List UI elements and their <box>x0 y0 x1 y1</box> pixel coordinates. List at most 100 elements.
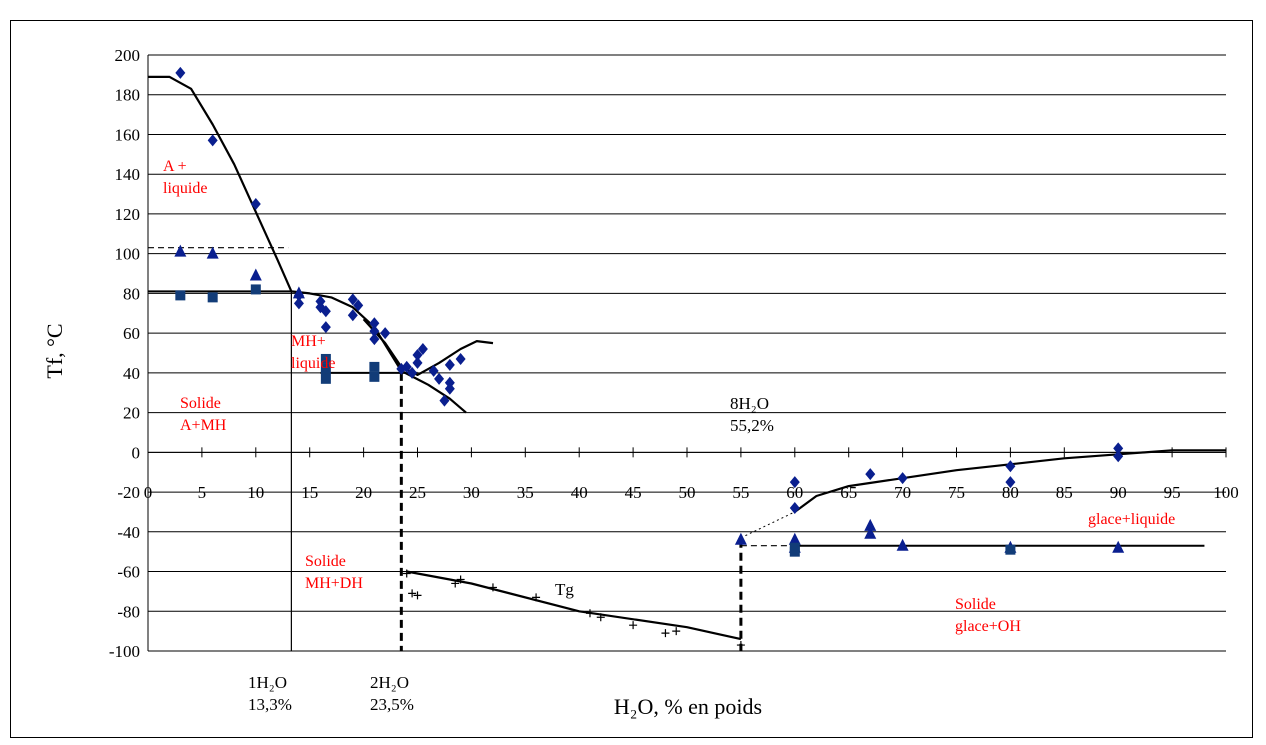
plus-point <box>585 609 594 618</box>
diamond-point <box>1005 476 1016 489</box>
annotation-2h2o: 2H₂O <box>370 673 409 692</box>
annotation-a-liquide: liquide <box>163 180 207 197</box>
plus-point <box>672 627 681 636</box>
square-point <box>207 292 218 303</box>
triangle-point <box>174 244 187 257</box>
y-tick-label: -20 <box>117 483 140 502</box>
x-tick-label: 55 <box>732 483 749 502</box>
diamond-point <box>897 472 908 485</box>
x-tick-label: 70 <box>894 483 911 502</box>
diamond-point <box>434 372 445 385</box>
diamond-point <box>444 382 455 395</box>
x-tick-label: 0 <box>144 483 153 502</box>
diamond-point <box>865 468 876 481</box>
annotation-mh-liquide: liquide <box>291 355 335 372</box>
y-tick-label: 100 <box>115 245 141 264</box>
y-tick-label: 200 <box>115 46 141 65</box>
annotation-solide-glace-oh: Solide <box>955 596 996 613</box>
square-point <box>369 371 380 382</box>
diamond-point <box>380 327 391 340</box>
annotation-a-liquide: A + <box>163 158 187 175</box>
plus-point <box>736 641 745 650</box>
diamond-point <box>412 356 423 369</box>
annotation-8h2o: 8H₂O <box>730 394 769 413</box>
diamond-point <box>320 321 331 334</box>
square-point <box>320 353 331 364</box>
diamond-point <box>293 297 304 310</box>
annotation-1h2o: 13,3% <box>248 695 292 714</box>
curve-2 <box>362 318 494 376</box>
x-tick-label: 85 <box>1056 483 1073 502</box>
plus-point <box>596 613 605 622</box>
x-tick-label: 5 <box>198 483 207 502</box>
x-tick-label: 20 <box>355 483 372 502</box>
diamond-point <box>353 299 364 312</box>
x-tick-label: 45 <box>625 483 642 502</box>
triangle-point <box>206 246 219 259</box>
diamond-point <box>439 394 450 407</box>
plus-point <box>661 629 670 638</box>
curve-3 <box>406 570 742 641</box>
plus-point <box>408 589 417 598</box>
plus-point <box>402 569 411 578</box>
square-point <box>369 361 380 372</box>
annotation-solide-mh-dh: Solide <box>305 553 346 570</box>
diamond-point <box>444 358 455 371</box>
triangle-point <box>292 286 305 299</box>
triangle-point <box>864 526 877 539</box>
diamond-point <box>347 309 358 322</box>
diamond-point <box>207 134 218 147</box>
x-tick-label: 40 <box>571 483 588 502</box>
y-tick-label: 20 <box>123 404 140 423</box>
diamond-point <box>175 66 186 79</box>
y-tick-label: -60 <box>117 563 140 582</box>
annotation-1h2o: 1H₂O <box>248 673 287 692</box>
diamond-point <box>347 293 358 306</box>
plus-point <box>413 591 422 600</box>
diamond-point <box>428 364 439 377</box>
diamond-point <box>789 501 800 514</box>
x-tick-label: 80 <box>1002 483 1019 502</box>
diamond-point <box>1113 442 1124 455</box>
y-tick-label: 60 <box>123 324 140 343</box>
triangle-point <box>734 532 747 545</box>
triangle-point <box>249 268 262 281</box>
x-tick-label: 25 <box>409 483 426 502</box>
triangle-point <box>864 518 877 531</box>
diamond-point <box>455 352 466 365</box>
plus-point <box>488 583 497 592</box>
y-tick-label: 180 <box>115 86 141 105</box>
x-tick-label: 50 <box>679 483 696 502</box>
axes-layer: 200180160140120100806040200-20-40-60-80-… <box>109 46 1239 661</box>
diamond-point <box>789 476 800 489</box>
square-point <box>320 363 331 374</box>
y-tick-label: 120 <box>115 205 141 224</box>
diamond-point <box>412 348 423 361</box>
diamond-point <box>250 198 261 210</box>
diamond-point <box>1005 460 1016 473</box>
curve-4 <box>740 511 796 539</box>
triangle-point <box>788 532 801 545</box>
annotation-mh-liquide: MH+ <box>291 333 326 350</box>
diamond-point <box>401 360 412 373</box>
diamond-point <box>320 305 331 318</box>
y-axis-title: Tf, °C <box>42 323 67 378</box>
x-tick-label: 95 <box>1164 483 1181 502</box>
annotation-2h2o: 23,5% <box>370 695 414 714</box>
annotation-solide-glace-oh: glace+OH <box>955 618 1021 635</box>
diamond-point <box>369 325 380 338</box>
plus-point <box>456 575 465 584</box>
square-point <box>1005 544 1016 555</box>
diamond-point <box>369 317 380 330</box>
triangle-point <box>1112 540 1125 553</box>
points-layer <box>174 66 1125 650</box>
annotation-glace-liquide: glace+liquide <box>1088 511 1175 528</box>
annotation-solide-mh-dh: MH+DH <box>305 575 363 592</box>
square-point <box>789 546 800 557</box>
diamond-point <box>417 343 428 356</box>
labels-layer: A + liquide MH+ liquide Solide A+MH Solide MH+D… <box>163 158 1175 714</box>
y-tick-label: 160 <box>115 125 141 144</box>
plus-point <box>532 593 541 602</box>
x-tick-label: 60 <box>786 483 803 502</box>
